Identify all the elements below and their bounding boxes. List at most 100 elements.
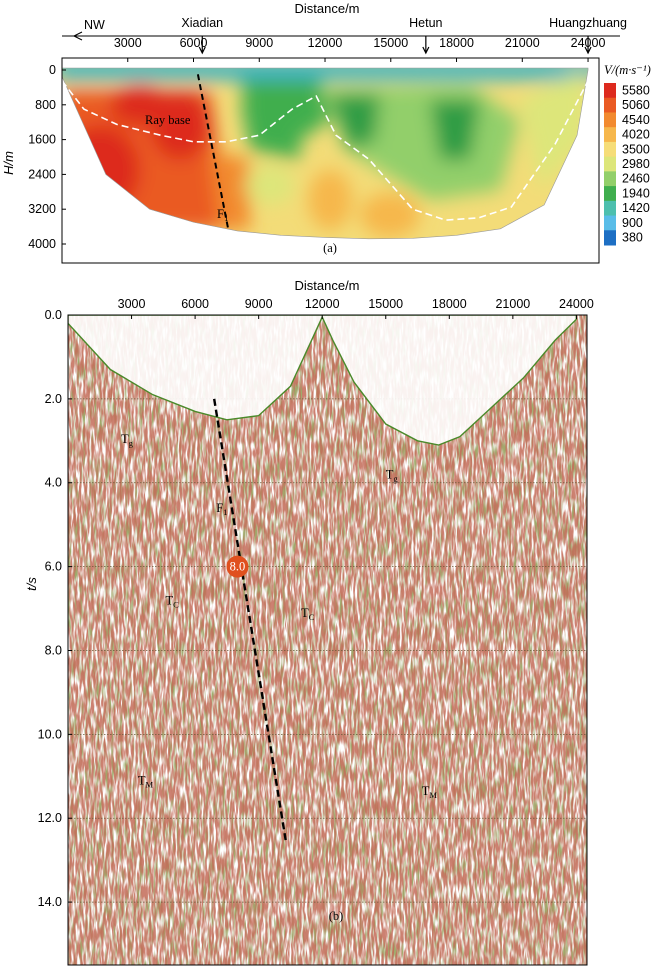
panel-b-first-arrival <box>68 315 578 446</box>
colorbar-tick-label: 5060 <box>622 98 650 112</box>
panel-b-x-tick-label: 12000 <box>305 297 340 311</box>
ray-base-label: Ray base <box>145 113 191 127</box>
panel-a-y-tick-label: 4000 <box>28 237 56 251</box>
colorbar-cell <box>604 215 616 231</box>
phase-label: Tg <box>121 432 134 448</box>
panel-b-fault-line <box>212 398 288 844</box>
panel-a-coverage-outline <box>61 67 589 240</box>
direction-marker: NW <box>73 18 105 41</box>
phase-label: TC <box>301 606 315 622</box>
panel-b-y-tick-label: 6.0 <box>45 560 62 574</box>
panel-a-fault-label: F1 <box>217 207 228 223</box>
station-arrow-icon <box>584 36 592 55</box>
panel-a-xlabel: Distance/m <box>294 1 359 16</box>
panel-b-ylabel: t/s <box>24 577 39 591</box>
panel-b-x-axis: 3000 6000 9000 12000 15000 18000 21000 24000 <box>118 297 594 319</box>
panel-b-x-tick-label: 24000 <box>559 297 594 311</box>
phase-label-sub: C <box>173 599 179 609</box>
panel-a-x-tick-label: 3000 <box>114 36 142 50</box>
colorbar-cell <box>604 112 616 128</box>
panel-b-y-tick-label: 0.0 <box>45 308 62 322</box>
phase-label-sub: g <box>129 438 134 448</box>
colorbar-cell <box>604 141 616 158</box>
panel-a: Distance/m <box>1 1 651 264</box>
station-label: Xiadian <box>181 16 223 30</box>
colorbar-cell <box>604 83 616 99</box>
phase-label-main: F <box>216 501 223 515</box>
colorbar-cell <box>604 230 616 246</box>
station-markers: Xiadian Hetun Huangzhuang <box>181 16 627 55</box>
direction-arrow-icon <box>73 31 98 41</box>
event-marker-circle <box>226 555 249 578</box>
panel-b-tag: (b) <box>329 909 344 923</box>
panel-b-y-tick-label: 10.0 <box>38 727 62 741</box>
phase-label: Tg <box>386 468 399 484</box>
direction-label: NW <box>84 18 105 32</box>
panel-b-x-tick-label: 18000 <box>432 297 467 311</box>
panel-a-y-tick-label: 800 <box>35 98 56 112</box>
panel-a-fault-line <box>196 74 230 232</box>
station-arrow-icon <box>198 36 206 55</box>
colorbar-cell <box>604 97 616 113</box>
phase-label: TC <box>165 593 179 609</box>
panel-b-xlabel: Distance/m <box>294 278 359 293</box>
colorbar-label: V/(m·s⁻¹) <box>604 63 651 77</box>
colorbar-tick-label: 3500 <box>622 142 650 156</box>
colorbar-ticks: 5580506045404020350029802460194014209003… <box>622 83 650 244</box>
panel-b-x-tick-label: 15000 <box>368 297 403 311</box>
station-label: Hetun <box>409 16 442 30</box>
panel-a-x-tick-label: 21000 <box>505 36 540 50</box>
panel-a-y-tick-label: 3200 <box>28 202 56 216</box>
panel-a-tag: (a) <box>323 241 337 255</box>
panel-a-x-tick-label: 12000 <box>308 36 343 50</box>
panel-b-x-tick-label: 9000 <box>245 297 273 311</box>
phase-label-sub: M <box>429 790 437 800</box>
colorbar-tick-label: 4020 <box>622 128 650 142</box>
panel-a-y-axis: 0 800 1600 2400 3200 4000 <box>28 63 66 251</box>
phase-label-main: T <box>422 784 430 798</box>
panel-b-y-tick-label: 2.0 <box>45 392 62 406</box>
colorbar-cell <box>604 171 616 187</box>
fault-label-main: F <box>217 207 224 221</box>
panel-a-ylabel: H/m <box>1 151 16 175</box>
colorbar-cell <box>604 127 616 143</box>
colorbar-tick-label: 5580 <box>622 83 650 97</box>
phase-label-main: T <box>138 774 146 788</box>
panel-a-y-tick-label: 1600 <box>28 133 56 147</box>
phase-label-sub: 1 <box>223 507 227 517</box>
phase-label-main: T <box>121 432 129 446</box>
panel-b-y-axis: 0.0 2.0 4.0 6.0 8.0 10.0 12.0 14.0 <box>38 308 72 909</box>
colorbar-tick-label: 2980 <box>622 157 650 171</box>
station-arrow-icon <box>422 36 430 55</box>
panel-a-x-tick-label: 18000 <box>439 36 474 50</box>
colorbar-tick-label: 4540 <box>622 113 650 127</box>
event-marker: 8.0 <box>226 555 249 578</box>
colorbar-cell <box>604 200 616 217</box>
phase-label: F1 <box>216 501 227 517</box>
phase-label: TM <box>422 784 438 800</box>
panel-b-y-tick-label: 12.0 <box>38 811 62 825</box>
colorbar-tick-label: 380 <box>622 231 643 245</box>
panel-b-x-tick-label: 3000 <box>118 297 146 311</box>
colorbar: V/(m·s⁻¹) 558050604540402035002980246019… <box>604 63 651 246</box>
phase-label-sub: M <box>146 780 154 790</box>
colorbar-tick-label: 2460 <box>622 172 650 186</box>
fault-label-sub: 1 <box>224 213 229 223</box>
panel-a-x-axis: 3000 6000 9000 12000 15000 18000 21000 24000 <box>114 36 605 62</box>
phase-label-main: T <box>386 468 394 482</box>
panel-a-x-tick-label: 15000 <box>373 36 408 50</box>
panel-b-x-tick-label: 6000 <box>181 297 209 311</box>
phase-label-sub: g <box>393 474 398 484</box>
event-marker-label: 8.0 <box>230 560 246 574</box>
phase-label-main: T <box>165 593 173 607</box>
panel-a-x-tick-label: 9000 <box>245 36 273 50</box>
colorbar-tick-label: 1420 <box>622 201 650 215</box>
colorbar-cells <box>604 83 616 246</box>
colorbar-tick-label: 900 <box>622 216 643 230</box>
phase-label: TM <box>138 774 154 790</box>
panel-b-seismic-section <box>68 315 587 965</box>
colorbar-cell <box>604 156 616 172</box>
panel-b-x-tick-label: 21000 <box>495 297 530 311</box>
